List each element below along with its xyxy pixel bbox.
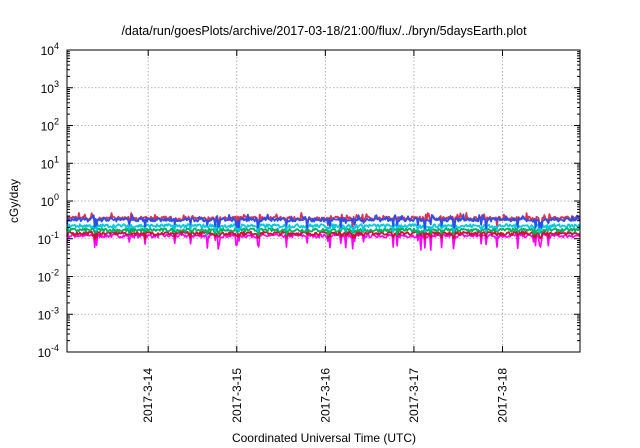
y-tick-base: 10 [41, 120, 55, 134]
series-line-6 [66, 213, 581, 230]
chart-title: /data/run/goesPlots/archive/2017-03-18/2… [121, 24, 527, 38]
y-tick-base: 10 [38, 308, 52, 322]
y-tick-label: 103 [41, 79, 59, 96]
x-tick-label: 2017-3-17 [407, 368, 421, 423]
y-tick-label: 101 [41, 154, 59, 171]
y-tick-label: 102 [41, 117, 59, 134]
y-tick-base: 10 [41, 195, 55, 209]
y-tick-exponent: -1 [51, 230, 59, 240]
x-tick-label: 2017-3-15 [230, 368, 244, 423]
y-tick-base: 10 [41, 82, 55, 96]
y-tick-exponent: -3 [51, 305, 59, 315]
axis-ticks [67, 49, 580, 353]
y-tick-label: 10-4 [38, 343, 59, 360]
x-tick-label: 2017-3-18 [495, 368, 509, 423]
grid-lines [67, 50, 580, 352]
y-tick-label: 10-3 [38, 305, 59, 322]
y-tick-label: 104 [41, 41, 59, 58]
x-tick-label: 2017-3-14 [141, 368, 155, 423]
series-line-2 [66, 230, 581, 241]
y-axis-label: cGy/day [7, 179, 21, 223]
y-tick-exponent: 1 [54, 154, 59, 164]
y-tick-base: 10 [38, 271, 52, 285]
y-tick-label: 10-1 [38, 230, 59, 247]
series-line-4 [66, 223, 581, 233]
y-tick-base: 10 [41, 157, 55, 171]
y-tick-base: 10 [38, 233, 52, 247]
x-axis-label: Coordinated Universal Time (UTC) [232, 431, 416, 445]
y-tick-base: 10 [38, 346, 52, 360]
y-tick-exponent: 2 [54, 117, 59, 127]
y-tick-exponent: -4 [51, 343, 59, 353]
series-group [66, 211, 581, 251]
y-tick-exponent: 0 [54, 192, 59, 202]
y-tick-label: 100 [41, 192, 59, 209]
tick-labels: 10-410-310-210-11001011021031042017-3-14… [38, 41, 510, 423]
y-tick-exponent: 3 [54, 79, 59, 89]
y-tick-exponent: 4 [54, 41, 59, 51]
y-tick-label: 10-2 [38, 268, 59, 285]
series-line-1 [66, 233, 581, 251]
x-tick-label: 2017-3-16 [318, 368, 332, 423]
y-tick-exponent: -2 [51, 268, 59, 278]
series-line-3 [66, 227, 581, 237]
y-tick-base: 10 [41, 44, 55, 58]
